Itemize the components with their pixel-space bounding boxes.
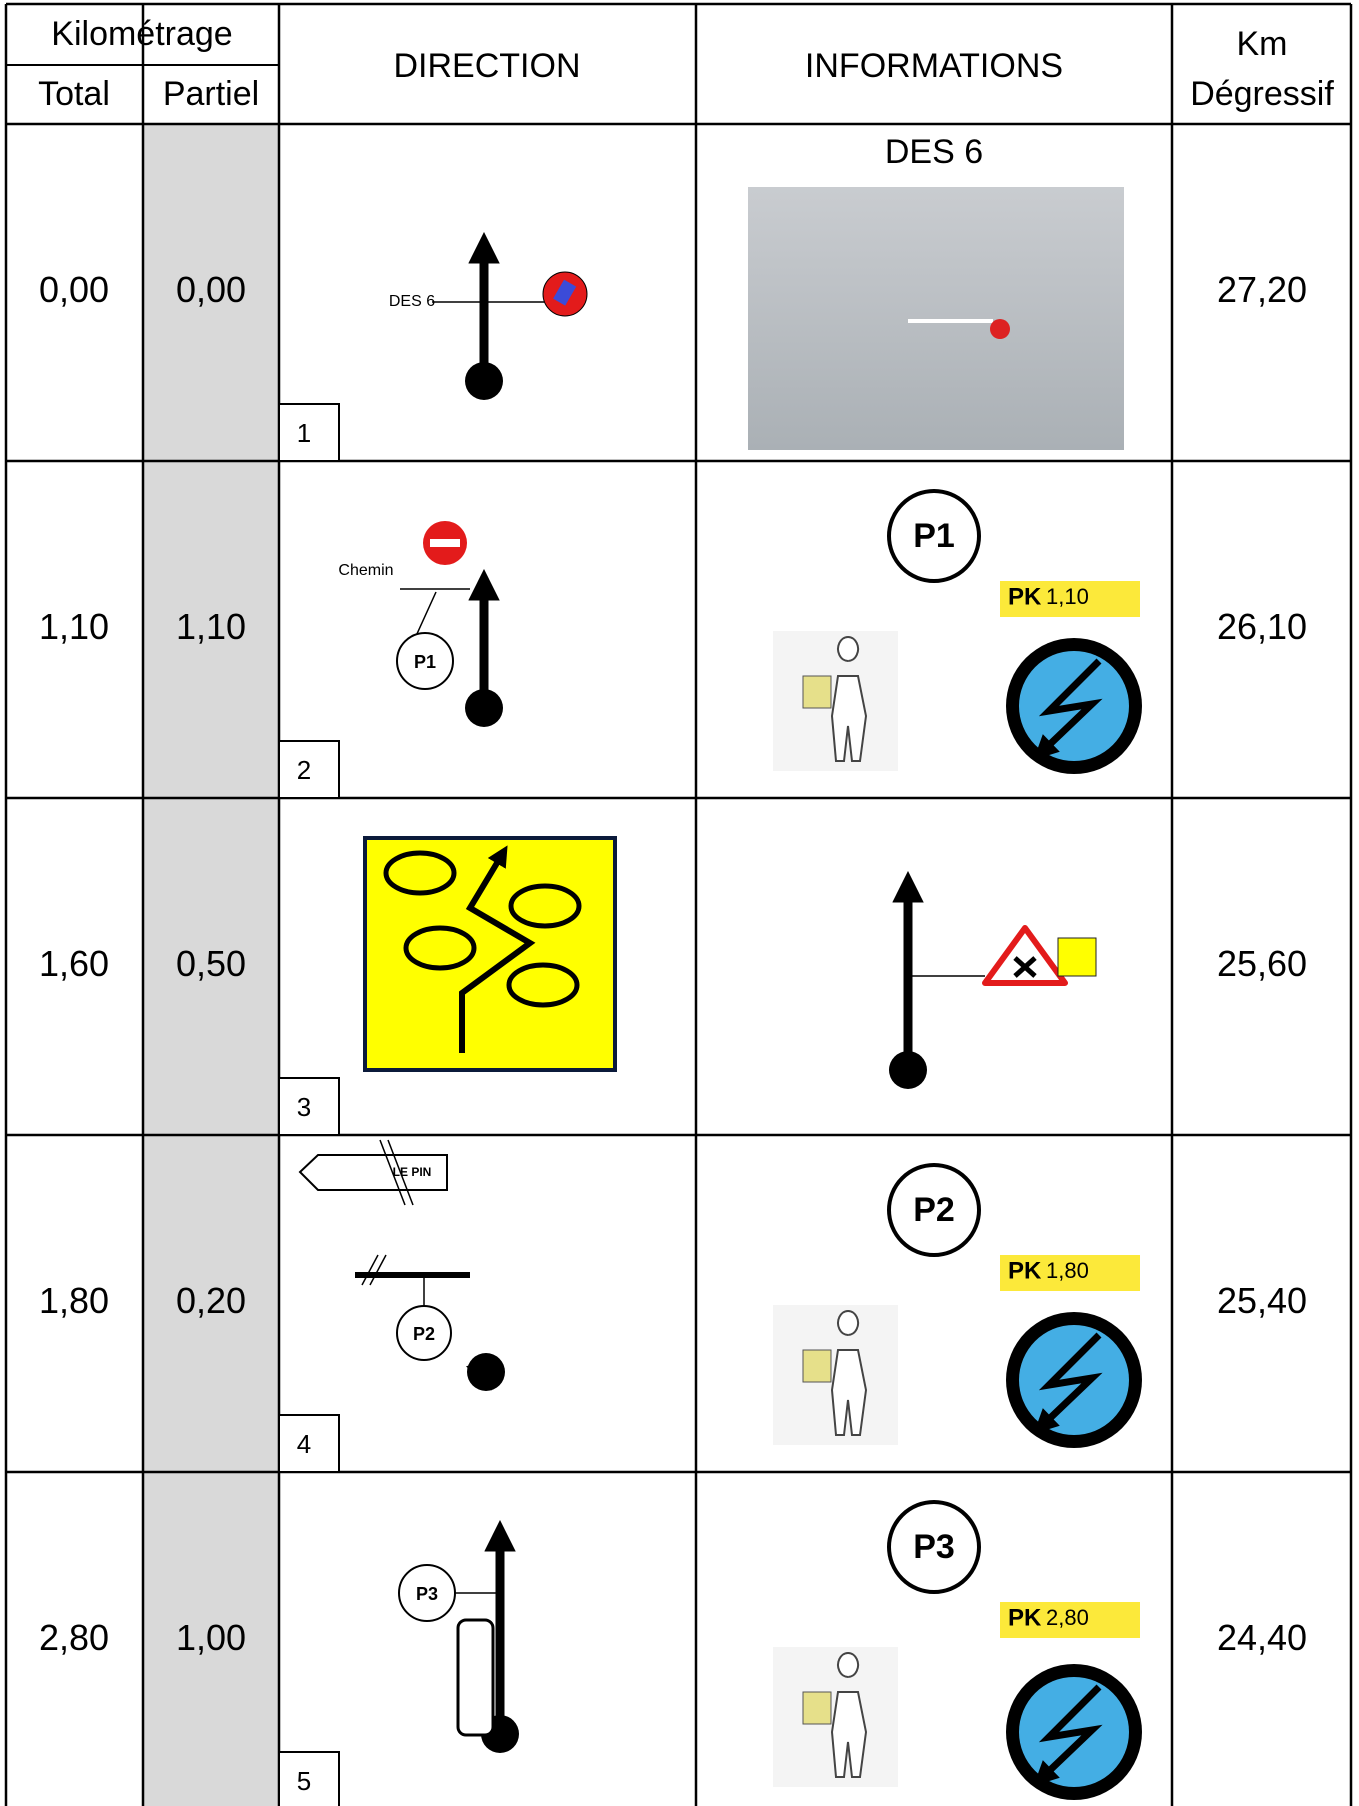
panel — [802, 1349, 832, 1383]
start-dot — [465, 362, 503, 400]
sign-flag — [553, 279, 577, 306]
sign-bolt — [1033, 1684, 1103, 1786]
total: 1,80 — [39, 1280, 109, 1321]
pk-value: 1,80 — [1046, 1258, 1089, 1283]
p-label: P2 — [413, 1324, 435, 1344]
direction-arrow — [459, 845, 536, 1053]
km-degressif: 25,60 — [1217, 943, 1307, 984]
header-km: Dégressif — [1190, 75, 1334, 113]
p-marker — [887, 1500, 981, 1594]
parked-vehicle — [456, 1618, 495, 1737]
partiel: 0,00 — [176, 269, 246, 310]
panel — [802, 1691, 832, 1725]
p-marker — [398, 1564, 456, 1622]
p-marker — [887, 1163, 981, 1257]
step-box — [278, 1414, 340, 1473]
photo-line — [908, 319, 993, 323]
header-km: Km — [1237, 25, 1288, 63]
step-number: 2 — [297, 755, 311, 785]
pk-label: PK — [1008, 583, 1042, 610]
p-marker — [887, 489, 981, 583]
panel-oval — [383, 850, 457, 896]
reference-line — [361, 1254, 379, 1286]
direction-label: DES 6 — [389, 293, 435, 310]
reference-line — [387, 1139, 414, 1206]
partiel-shade — [143, 124, 279, 1806]
reference-line — [415, 591, 437, 637]
no-entry-bar — [430, 539, 460, 547]
pk-label: PK — [1008, 1604, 1042, 1631]
p-marker — [396, 632, 454, 690]
reference-line — [369, 1254, 387, 1286]
info-title: DES 6 — [885, 133, 983, 171]
photo-sign — [990, 319, 1010, 339]
step-number: 4 — [297, 1429, 311, 1459]
km-degressif: 25,40 — [1217, 1280, 1307, 1321]
mini-panel — [1057, 937, 1097, 977]
p-label: P2 — [913, 1191, 955, 1229]
partiel: 0,50 — [176, 943, 246, 984]
start-dot — [889, 1051, 927, 1089]
person — [830, 1652, 868, 1778]
total: 2,80 — [39, 1617, 109, 1658]
step-number: 1 — [297, 418, 311, 448]
partiel: 0,20 — [176, 1280, 246, 1321]
p-label: P1 — [414, 652, 436, 672]
warning-triangle — [982, 925, 1068, 986]
panel — [802, 675, 832, 709]
p-label: P1 — [913, 517, 955, 555]
km-degressif: 26,10 — [1217, 606, 1307, 647]
pk-value: 2,80 — [1046, 1605, 1089, 1630]
pk-box — [1000, 1255, 1140, 1291]
step-box — [278, 740, 340, 799]
header-direction: DIRECTION — [394, 47, 581, 85]
pk-label: PK — [1008, 1257, 1042, 1284]
person — [830, 636, 868, 762]
photo-sky — [748, 187, 1124, 450]
p-label: P3 — [416, 1584, 438, 1604]
direction-label: Chemin — [338, 562, 393, 579]
panel-oval — [506, 962, 580, 1008]
start-dot — [465, 689, 503, 727]
panel-oval — [403, 925, 477, 971]
triangle-cross — [1013, 956, 1037, 978]
total: 1,10 — [39, 606, 109, 647]
reference-line — [379, 1139, 406, 1206]
km-degressif: 27,20 — [1217, 269, 1307, 310]
p-label: P3 — [913, 1528, 955, 1566]
pk-value: 1,10 — [1046, 584, 1089, 609]
pk-box — [1000, 1602, 1140, 1638]
header-informations: INFORMATIONS — [805, 47, 1063, 85]
step-box — [278, 403, 340, 462]
direction-sign — [298, 1154, 448, 1191]
panel-oval — [508, 883, 582, 929]
sign-bolt — [1033, 658, 1103, 760]
km-degressif: 24,40 — [1217, 1617, 1307, 1658]
person — [830, 1310, 868, 1436]
header-total: Total — [38, 75, 110, 113]
step-number: 5 — [297, 1766, 311, 1796]
pk-box — [1000, 581, 1140, 617]
step-box — [278, 1077, 340, 1136]
start-dot — [467, 1353, 505, 1391]
partiel: 1,10 — [176, 606, 246, 647]
partiel: 1,00 — [176, 1617, 246, 1658]
step-box — [278, 1751, 340, 1806]
header-partiel: Partiel — [163, 75, 259, 113]
total: 1,60 — [39, 943, 109, 984]
sign-bolt — [1033, 1332, 1103, 1434]
p-marker — [396, 1305, 452, 1361]
step-number: 3 — [297, 1092, 311, 1122]
total: 0,00 — [39, 269, 109, 310]
